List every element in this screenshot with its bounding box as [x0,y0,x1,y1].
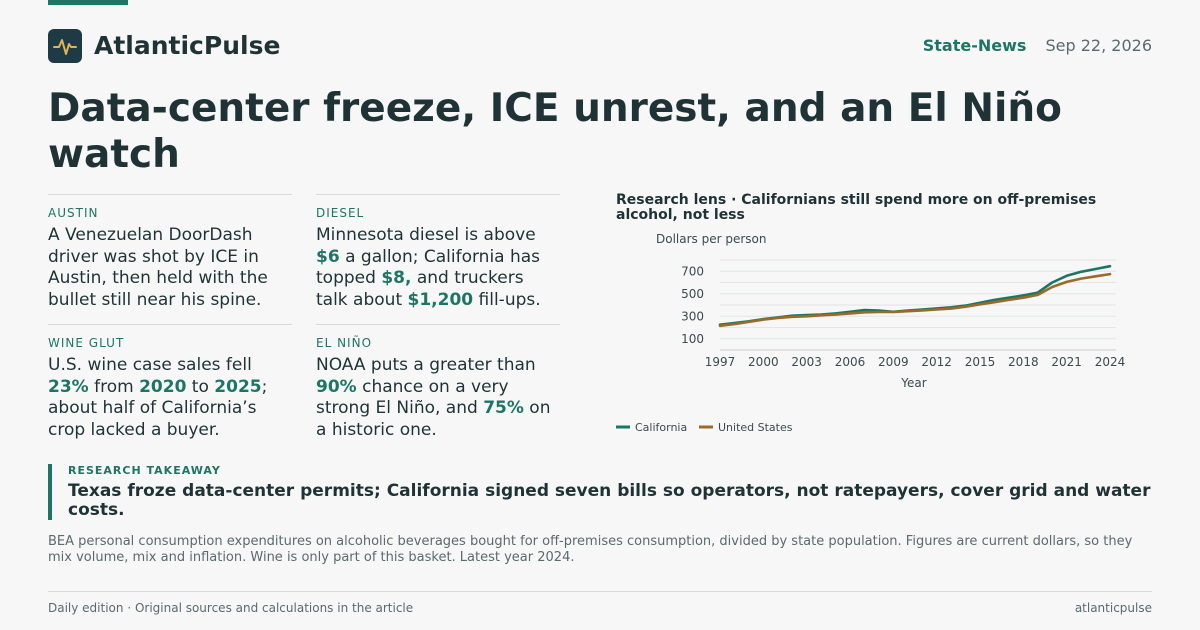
takeaway-label: RESEARCH TAKEAWAY [68,464,221,477]
legend-label-california: California [635,421,687,434]
legend-label-united-states: United States [718,421,793,434]
x-tick-label: 1997 [705,355,736,369]
x-tick-label: 2000 [748,355,779,369]
brief-kicker: AUSTIN [48,206,99,220]
x-tick-label: 2018 [1008,355,1039,369]
brief-text: on a historic one. [316,398,551,440]
brief-body: NOAA puts a greater than 90% chance on a… [316,355,560,441]
pulse-line-icon[interactable] [48,29,82,63]
research-takeaway: RESEARCH TAKEAWAY Texas froze data-cente… [48,464,1156,520]
footer-site-link[interactable]: atlanticpulse [1074,601,1152,615]
x-tick-label: 2012 [921,355,952,369]
highlight-figure: $8, [381,268,412,288]
brief-text: fill-ups. [473,289,541,310]
brief-text: ; about half of California’s crop lacked… [48,376,268,440]
x-tick-label: 2006 [835,355,866,369]
highlight-figure: 2025 [214,376,262,397]
brief-card: AUSTIN A Venezuelan DoorDash driver was … [48,194,292,311]
highlight-figure: 90% [316,376,357,397]
y-axis-label: Dollars per person [656,232,766,246]
x-tick-label: 2009 [878,355,909,369]
highlight-figure: 75% [483,398,524,418]
brief-body: U.S. wine case sales fell 23% from 2020 … [48,355,292,441]
brief-text: NOAA puts a greater than [316,355,536,375]
brief-text: to [186,376,215,397]
highlight-figure: 2020 [139,376,187,397]
brief-text: Minnesota diesel is above [316,225,536,245]
brief-text: a gallon; California has topped [316,246,541,289]
brief-card: EL NIÑO NOAA puts a greater than 90% cha… [316,324,560,441]
section-link[interactable]: State-News [922,36,1027,55]
highlight-figure: $6 [316,246,340,267]
y-tick-label: 500 [681,287,704,301]
y-tick-label: 300 [681,309,704,323]
chart-source-note: BEA personal consumption expenditures on… [48,534,1133,565]
brief-card: WINE GLUT U.S. wine case sales fell 23% … [48,324,292,441]
brief-text: chance on a very strong El Niño, and [316,376,509,419]
brief-kicker: WINE GLUT [48,336,125,350]
footer-edition-note: Daily edition · Original sources and cal… [48,601,414,615]
brief-text: from [88,376,140,397]
page-headline: Data-center freeze, ICE unrest, and an E… [48,86,1062,177]
x-tick-label: 2015 [965,355,996,369]
brief-body: Minnesota diesel is above $6 a gallon; C… [316,225,560,311]
x-tick-label: 2003 [791,355,822,369]
brief-body: A Venezuelan DoorDash driver was shot by… [48,225,292,311]
brief-card: DIESEL Minnesota diesel is above $6 a ga… [316,194,560,311]
brief-kicker: EL NIÑO [316,336,373,350]
brief-text: A Venezuelan DoorDash driver was shot by… [48,225,268,310]
top-accent-bar [48,0,128,5]
brief-text: and truckers talk about [316,268,524,310]
brand-name[interactable]: AtlanticPulse [94,31,281,60]
site-header: AtlanticPulse State-News Sep 22, 2026 [48,29,1152,63]
x-tick-label: 2021 [1051,355,1082,369]
brief-text: U.S. wine case sales fell [48,355,252,375]
series-line-united-states [718,272,1112,328]
publish-date: Sep 22, 2026 [1045,36,1153,55]
brief-kicker: DIESEL [316,206,365,220]
y-tick-label: 100 [681,332,704,346]
header-meta: State-News Sep 22, 2026 [923,36,1152,56]
y-tick-label: 700 [681,264,704,278]
x-tick-label: 2024 [1095,355,1126,369]
highlight-figure: $1,200 [407,289,474,310]
highlight-figure: 23% [48,376,89,397]
chart-title: Research lens · Californians still spend… [616,192,1097,223]
page-footer: Daily edition · Original sources and cal… [48,591,1152,615]
spending-line-chart: Dollars per person 100 300 500 700 1997 2000 20… [616,232,1126,434]
takeaway-text: Texas froze data-center permits; Califor… [68,481,1151,520]
x-axis-label: Year [900,376,926,390]
